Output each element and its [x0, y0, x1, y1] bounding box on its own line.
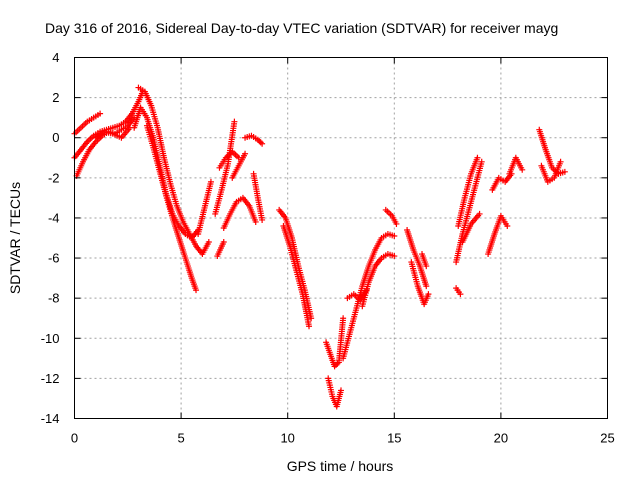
data-point	[504, 222, 511, 229]
points-layer	[71, 84, 568, 410]
data-point	[340, 315, 347, 322]
y-tick-label: -14	[41, 411, 60, 426]
data-point	[391, 253, 398, 260]
data-point	[457, 291, 464, 298]
y-tick-label: -2	[48, 170, 60, 185]
data-point	[259, 216, 266, 223]
x-tick-label: 15	[387, 431, 401, 446]
x-tick-label: 20	[494, 431, 508, 446]
y-tick-label: -12	[41, 371, 60, 386]
y-tick-label: 4	[52, 50, 59, 65]
grid-layer	[74, 57, 608, 419]
data-point	[193, 287, 200, 294]
data-point	[393, 220, 400, 227]
y-tick-label: -10	[41, 331, 60, 346]
data-point	[207, 178, 214, 185]
data-point	[338, 387, 344, 394]
chart-title: Day 316 of 2016, Sidereal Day-to-day VTE…	[45, 20, 558, 36]
axis-layer: 0 5 10 15 20 25 -14 -12 -10 -8 -6 -4 -2 0 2 4	[41, 50, 615, 446]
data-point	[425, 291, 432, 298]
data-point	[231, 118, 238, 125]
data-point	[391, 232, 398, 239]
data-point	[557, 158, 564, 165]
data-point	[235, 154, 242, 161]
x-tick-label: 5	[177, 431, 184, 446]
data-point	[423, 283, 430, 290]
data-point	[97, 110, 104, 117]
y-tick-label: 0	[52, 130, 59, 145]
x-tick-label: 10	[280, 431, 294, 446]
y-tick-label: -6	[48, 251, 60, 266]
data-point	[306, 323, 313, 330]
data-point	[478, 158, 485, 165]
data-point	[519, 166, 526, 173]
data-point	[252, 218, 259, 225]
x-tick-label: 25	[600, 431, 614, 446]
data-point	[242, 150, 249, 157]
y-tick-label: 2	[52, 90, 59, 105]
data-point	[205, 239, 212, 246]
data-point	[220, 239, 227, 246]
y-tick-label: -8	[48, 291, 60, 306]
plot-frame	[74, 57, 608, 419]
x-axis-label: GPS time / hours	[287, 458, 394, 474]
x-tick-label: 0	[71, 431, 78, 446]
data-point	[259, 140, 266, 147]
data-point	[476, 210, 483, 217]
data-point	[474, 154, 481, 161]
y-axis-label: SDTVAR / TECUs	[7, 182, 23, 294]
y-tick-label: -4	[48, 210, 60, 225]
data-point	[423, 263, 430, 270]
data-point	[561, 168, 568, 175]
